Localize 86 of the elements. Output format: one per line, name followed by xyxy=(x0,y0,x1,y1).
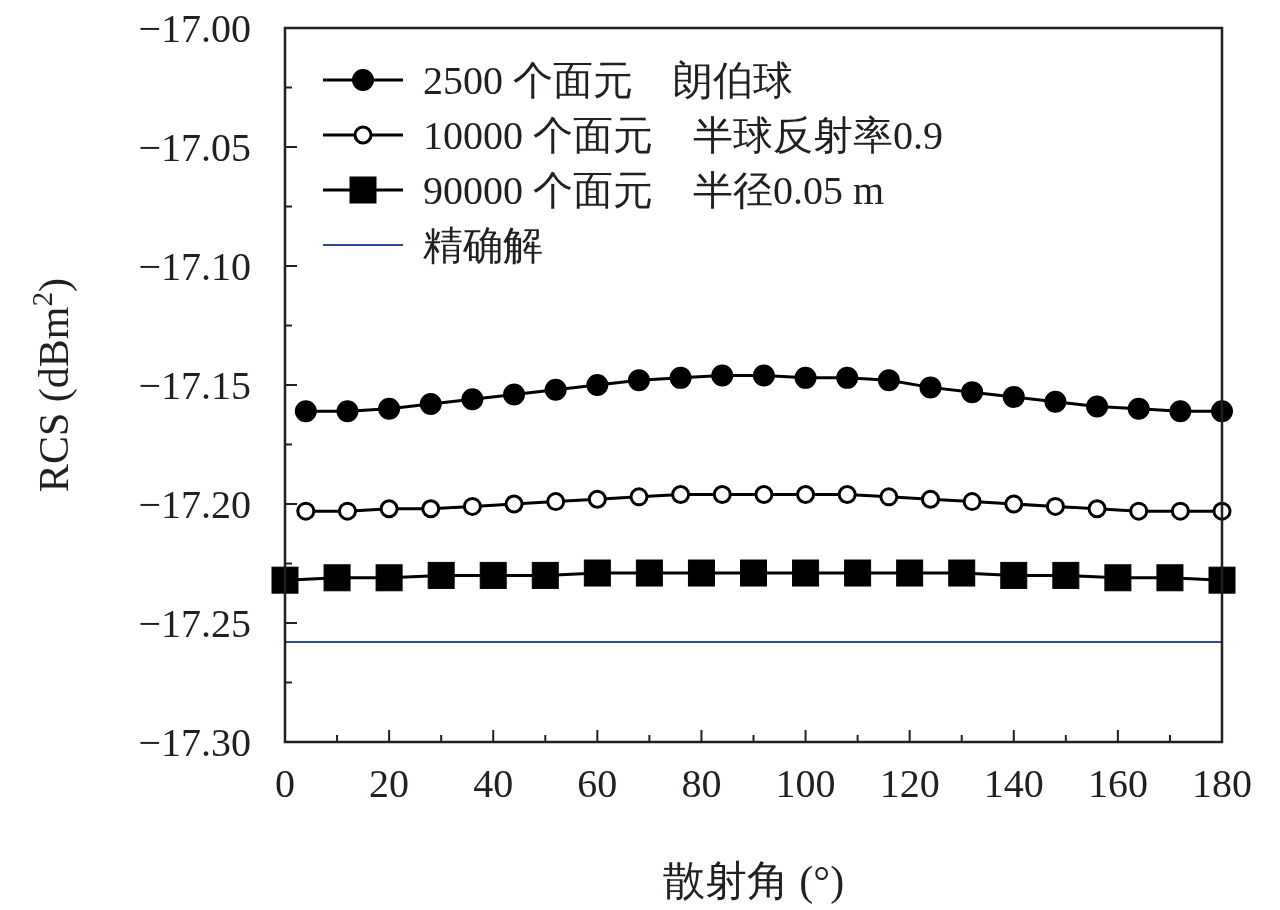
point xyxy=(794,366,817,389)
point xyxy=(1170,501,1190,521)
x-tick-label: 80 xyxy=(681,761,722,806)
point xyxy=(479,561,507,589)
point xyxy=(961,381,984,404)
point xyxy=(323,564,351,592)
point xyxy=(635,559,663,587)
point xyxy=(948,559,976,587)
x-tick-label: 160 xyxy=(1087,761,1148,806)
y-tick-label: −17.20 xyxy=(138,482,251,527)
point xyxy=(920,489,940,509)
point xyxy=(627,369,650,392)
point xyxy=(629,487,649,507)
y-tick-label: −17.10 xyxy=(138,244,251,289)
point xyxy=(379,499,399,519)
point xyxy=(1004,494,1024,514)
point xyxy=(504,494,524,514)
point xyxy=(421,499,441,519)
x-tick-label: 0 xyxy=(275,761,295,806)
point xyxy=(1104,564,1132,592)
point xyxy=(877,369,900,392)
point xyxy=(837,484,857,504)
y-tick-label: −17.25 xyxy=(138,601,251,646)
point xyxy=(1169,400,1192,423)
point xyxy=(1000,561,1028,589)
point xyxy=(1211,400,1233,423)
point xyxy=(896,559,924,587)
point xyxy=(461,388,484,411)
point xyxy=(752,364,775,387)
legend-label: 90000 个面元 半径0.05 m xyxy=(423,168,885,213)
x-tick-label: 100 xyxy=(775,761,836,806)
point xyxy=(462,496,482,516)
y-tick-label: −17.05 xyxy=(138,125,251,170)
point xyxy=(544,378,567,401)
point xyxy=(1086,395,1109,418)
point xyxy=(844,559,872,587)
point xyxy=(687,559,715,587)
point xyxy=(586,374,609,396)
point xyxy=(712,484,732,504)
point xyxy=(1044,390,1067,413)
point xyxy=(583,559,611,587)
point xyxy=(271,566,299,594)
legend-label: 精确解 xyxy=(423,223,543,268)
y-tick-label: −17.30 xyxy=(138,720,251,765)
point xyxy=(669,366,692,389)
point xyxy=(671,484,691,504)
legend-label: 2500 个面元 朗伯球 xyxy=(423,58,793,103)
point xyxy=(294,400,317,423)
point xyxy=(1156,564,1184,592)
point xyxy=(419,393,442,416)
point xyxy=(1087,499,1107,519)
legend-label: 10000 个面元 半球反射率0.9 xyxy=(423,113,943,158)
x-tick-label: 40 xyxy=(473,761,514,806)
point xyxy=(754,484,774,504)
point xyxy=(546,492,566,512)
x-tick-label: 60 xyxy=(577,761,618,806)
point xyxy=(503,383,526,406)
point xyxy=(1208,566,1236,594)
x-tick-label: 120 xyxy=(879,761,940,806)
point xyxy=(836,366,859,389)
point xyxy=(337,501,357,521)
point xyxy=(1052,561,1080,589)
x-tick-label: 180 xyxy=(1192,761,1252,806)
y-tick-label: −17.15 xyxy=(138,363,251,408)
point xyxy=(879,487,899,507)
point xyxy=(587,489,607,509)
point xyxy=(531,561,559,589)
point xyxy=(796,484,816,504)
point xyxy=(336,400,359,423)
point xyxy=(1002,385,1025,408)
point xyxy=(1127,397,1150,420)
point xyxy=(962,492,982,512)
point xyxy=(378,397,401,420)
point xyxy=(1129,501,1149,521)
x-tick-label: 20 xyxy=(369,761,410,806)
y-tick-label: −17.00 xyxy=(138,6,251,51)
point xyxy=(375,564,403,592)
point xyxy=(792,559,820,587)
point xyxy=(1045,496,1065,516)
point xyxy=(919,376,942,399)
point xyxy=(740,559,767,587)
x-tick-label: 140 xyxy=(983,761,1044,806)
point xyxy=(427,561,455,589)
point xyxy=(711,364,734,387)
point xyxy=(296,501,316,521)
x-axis-title: 散射角 (°) xyxy=(662,858,845,905)
